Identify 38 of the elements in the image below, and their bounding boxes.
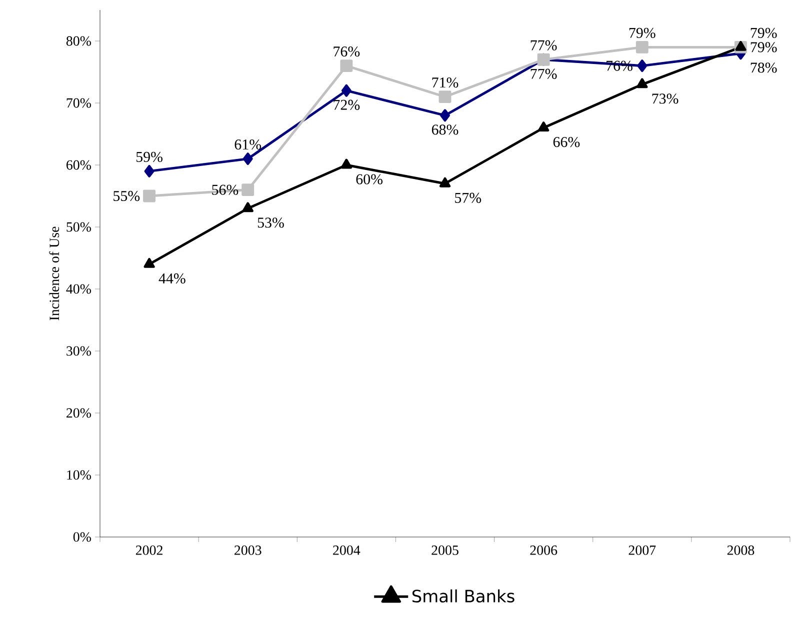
legend-label: Small Banks [412, 589, 514, 602]
data-label: 77% [530, 68, 557, 79]
data-label: 78% [750, 62, 777, 73]
data-label: 66% [553, 136, 580, 148]
data-label: 79% [750, 28, 777, 38]
data-label: 55% [114, 190, 140, 202]
y-tick-label: 20% [66, 408, 92, 418]
x-tick-label: 2007 [628, 546, 656, 555]
data-label: 53% [258, 218, 284, 228]
data-label: 72% [334, 100, 360, 110]
x-tick-label: 2005 [432, 546, 458, 555]
data-label: 71% [432, 77, 458, 88]
y-axis-title: Incidence of Use [49, 226, 60, 320]
x-tick-label: 2006 [530, 546, 558, 555]
data-label: 44% [158, 273, 186, 284]
data-label: 60% [356, 174, 383, 184]
data-label: 59% [136, 152, 162, 162]
data-label: 79% [629, 28, 656, 38]
data-label: 76% [334, 46, 360, 57]
data-label: 79% [750, 42, 777, 52]
data-label: 68% [432, 124, 458, 135]
x-tick-label: 2004 [333, 546, 360, 555]
y-tick-label: 10% [67, 470, 92, 480]
data-label: 77% [530, 40, 557, 50]
data-label: 73% [652, 94, 678, 104]
y-tick-label: 40% [66, 284, 92, 294]
y-tick-label: 80% [66, 36, 92, 46]
y-tick-label: 60% [66, 160, 92, 170]
x-tick-label: 2008 [727, 546, 754, 555]
y-tick-label: 30% [66, 346, 92, 356]
y-tick-label: 50% [66, 222, 92, 232]
y-tick-label: 0% [73, 532, 92, 542]
x-tick-label: 2002 [136, 546, 162, 555]
data-label: 61% [234, 139, 262, 150]
data-label: 57% [455, 192, 482, 203]
x-tick-label: 2003 [234, 546, 262, 555]
y-tick-label: 70% [66, 98, 92, 108]
data-label: 56% [212, 184, 238, 195]
